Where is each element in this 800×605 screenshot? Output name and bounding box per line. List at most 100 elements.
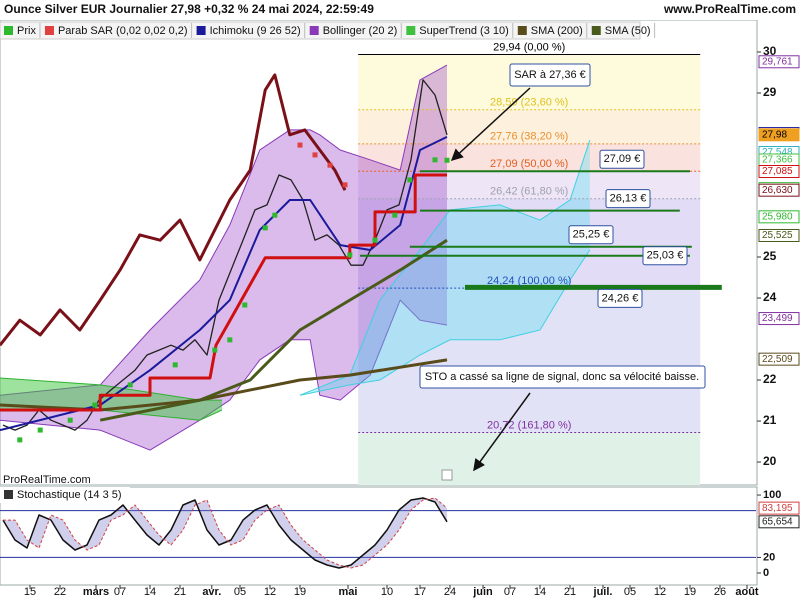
y-tick-label: 0 xyxy=(763,567,769,579)
x-tick-label: 07 xyxy=(504,586,516,598)
fib-label: 28,59 (23,60 %) xyxy=(490,97,568,109)
price-label: 25,980 xyxy=(762,211,793,222)
x-tick-label: 14 xyxy=(534,586,546,598)
fib-zone xyxy=(358,432,701,485)
level-label: 27,09 € xyxy=(604,153,641,165)
legend-label: SMA (50) xyxy=(605,25,651,37)
x-tick-label: août xyxy=(735,586,759,598)
legend-label: SuperTrend (3 10) xyxy=(419,25,508,37)
price-label: 23,499 xyxy=(762,313,793,324)
level-box xyxy=(597,288,643,308)
annotation: STO a cassé sa ligne de signal, donc sa … xyxy=(425,371,699,383)
sar-dot xyxy=(444,157,450,163)
price-box xyxy=(758,210,800,224)
price-label: 27,366 xyxy=(762,155,793,166)
y-tick-label: 21 xyxy=(763,413,777,427)
watermark: ProRealTime.com xyxy=(3,474,91,486)
price-box xyxy=(758,165,800,179)
sar-dot xyxy=(92,402,98,408)
sar-dot xyxy=(407,177,413,183)
sar-dot xyxy=(392,212,398,218)
signal-fill xyxy=(3,498,447,568)
legend-swatch xyxy=(406,26,416,35)
x-tick-label: juil. xyxy=(593,586,613,598)
y-tick-label: 30 xyxy=(763,44,777,58)
sar-dot xyxy=(17,437,23,443)
price-label: 27,98 xyxy=(762,129,787,140)
stoch-title: Stochastique (14 3 5) xyxy=(17,489,122,501)
level-label: 25,25 € xyxy=(573,229,610,241)
price-box xyxy=(758,352,800,366)
price-label: 29,761 xyxy=(762,56,793,67)
x-tick-label: mars xyxy=(83,586,109,598)
x-tick-label: 19 xyxy=(294,586,306,598)
series-line xyxy=(3,497,448,569)
band-lower xyxy=(299,249,591,396)
price-plot xyxy=(0,53,722,485)
price-box xyxy=(758,55,800,69)
fib-zone xyxy=(358,288,701,433)
sar-dot xyxy=(372,237,378,243)
stoch-panel xyxy=(0,486,758,586)
price-box xyxy=(758,183,800,197)
price-box xyxy=(758,501,800,515)
legend-label: Bollinger (20 2) xyxy=(323,25,398,37)
y-tick-label: 24 xyxy=(763,290,777,304)
x-tick-label: 21 xyxy=(174,586,186,598)
y-tick-label: 29 xyxy=(763,85,777,99)
x-tick-label: 05 xyxy=(624,586,636,598)
sar-dot xyxy=(347,252,353,258)
arrow xyxy=(450,87,531,162)
legend-bg xyxy=(0,21,641,40)
x-tick-label: 05 xyxy=(234,586,246,598)
series-line xyxy=(2,497,448,569)
arrow xyxy=(473,392,531,472)
annotation-box xyxy=(509,63,591,87)
legend-swatch xyxy=(4,26,13,35)
level-box xyxy=(568,225,614,245)
x-tick-label: juin xyxy=(472,586,493,598)
level-label: 24,26 € xyxy=(602,292,639,304)
x-tick-label: 12 xyxy=(654,586,666,598)
sar-dot xyxy=(67,417,73,423)
fib-label: 27,09 (50,00 %) xyxy=(490,158,568,170)
sar-dot xyxy=(172,362,178,368)
series-line xyxy=(99,238,448,422)
y-tick-label: 100 xyxy=(763,489,781,501)
sar-dot xyxy=(37,427,43,433)
x-tick-label: mai xyxy=(339,586,358,598)
annotation-box xyxy=(419,365,706,389)
legend-swatch xyxy=(44,26,54,35)
overlay: 29,94 (0,00 %) 28,59 (23,60 %) 27,76 (38,2… xyxy=(24,41,800,598)
level-box xyxy=(605,189,651,209)
y-tick-label: 20 xyxy=(763,454,777,468)
y-tick-label: 22 xyxy=(763,372,777,386)
price-box xyxy=(758,228,800,242)
x-tick-label: 22 xyxy=(54,586,66,598)
price-label: 25,525 xyxy=(762,230,793,241)
price-box xyxy=(758,128,800,142)
x-tick-label: 26 xyxy=(714,586,726,598)
x-tick-label: 17 xyxy=(414,586,426,598)
fib-zone xyxy=(358,198,701,289)
x-tick-label: 21 xyxy=(564,586,576,598)
band-lower xyxy=(0,299,448,451)
sar-dot xyxy=(262,225,268,231)
fib-label: 20,72 (161,80 %) xyxy=(487,419,571,431)
series-line xyxy=(0,173,447,412)
level-label: 26,13 € xyxy=(610,193,647,205)
price-box xyxy=(758,312,800,326)
annotation: SAR à 27,36 € xyxy=(514,69,586,81)
sar-dot xyxy=(297,142,303,148)
price-label: 65,654 xyxy=(762,516,793,527)
stoch-plot xyxy=(0,497,756,569)
x-tick-label: 12 xyxy=(264,586,276,598)
y-tick-label: 20 xyxy=(763,551,775,563)
chart-title: Ounce Silver EUR Journalier 27,98 +0,32 … xyxy=(4,2,374,16)
band xyxy=(0,65,447,451)
price-label: 27,085 xyxy=(762,166,793,177)
fib-label: 29,94 (0,00 %) xyxy=(493,41,565,53)
fib-label: 27,76 (38,20 %) xyxy=(490,131,568,143)
sar-dot xyxy=(342,182,348,188)
